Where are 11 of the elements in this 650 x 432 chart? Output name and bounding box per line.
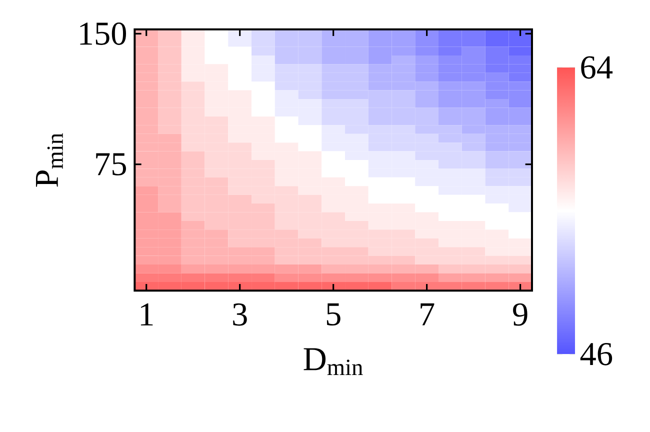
- x-tick-label: 3: [233, 303, 247, 326]
- x-tick-label: 5: [326, 303, 340, 326]
- color-bar-label: 46: [580, 342, 612, 366]
- y-axis-title: P$_{min}$: [36, 133, 63, 187]
- x-tick-label: 9: [513, 303, 528, 326]
- y-tick-label: 75: [96, 153, 126, 176]
- y-tick-label: 150: [80, 22, 126, 45]
- x-axis-title: D$_{min}$: [304, 348, 363, 376]
- x-tick-label: 7: [420, 303, 434, 326]
- x-tick-label: 1: [140, 303, 153, 326]
- color-bar-label: 64: [581, 56, 613, 79]
